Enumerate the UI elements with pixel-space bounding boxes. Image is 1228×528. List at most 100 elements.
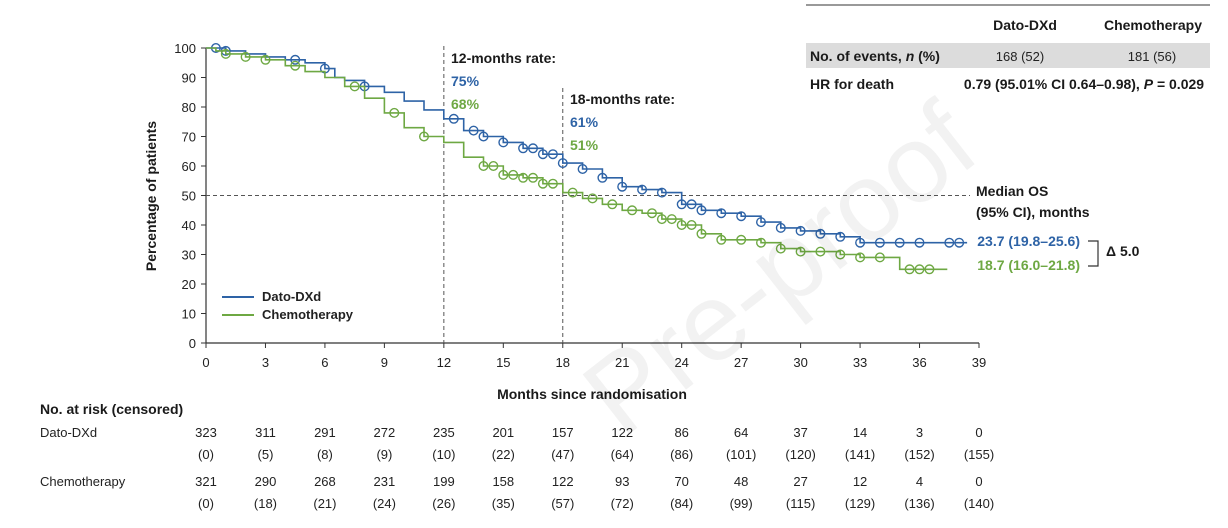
summary-header-chemo: Chemotherapy: [1104, 17, 1202, 33]
chemotherapy-censor-mark: [518, 172, 529, 183]
y-tick-label: 70: [182, 130, 196, 145]
chemotherapy-censor-mark: [537, 178, 548, 189]
chemotherapy-censor-mark: [567, 187, 578, 198]
x-tick-label: 27: [734, 355, 748, 370]
risk-censored-cell: (35): [492, 496, 515, 511]
dato-dxd-censor-mark: [835, 231, 846, 242]
chemotherapy-censor-mark: [815, 246, 826, 257]
risk-at-risk-cell: 70: [674, 474, 688, 489]
rate-18-title: 18-months rate:: [570, 91, 675, 107]
risk-at-risk-cell: 0: [975, 425, 982, 440]
risk-censored-cell: (64): [611, 447, 634, 462]
risk-censored-cell: (115): [786, 496, 815, 511]
risk-at-risk-cell: 37: [793, 425, 807, 440]
risk-at-risk-cell: 86: [674, 425, 688, 440]
risk-at-risk-cell: 235: [433, 425, 455, 440]
dato-dxd-censor-mark: [756, 217, 767, 228]
dato-dxd-censor-mark: [547, 149, 558, 160]
dato-dxd-censor-mark: [557, 158, 568, 169]
risk-censored-cell: (141): [845, 447, 875, 462]
risk-at-risk-cell: 122: [611, 425, 633, 440]
median-chemo: 18.7 (16.0–21.8): [977, 257, 1080, 273]
rate-annotations: 12-months rate: 75% 68% 18-months rate: …: [451, 50, 675, 153]
chemotherapy-censor-mark: [528, 172, 539, 183]
dato-dxd-censor-mark: [815, 228, 826, 239]
legend: Dato-DXd Chemotherapy: [222, 289, 354, 322]
risk-at-risk-cell: 4: [916, 474, 923, 489]
dato-dxd-censor-mark: [894, 237, 905, 248]
median-annotations: Median OS (95% CI), months 23.7 (19.8–25…: [976, 183, 1140, 273]
y-tick-label: 80: [182, 100, 196, 115]
risk-censored-cell: (21): [313, 496, 336, 511]
risk-at-risk-cell: 199: [433, 474, 455, 489]
x-tick-label: 3: [262, 355, 269, 370]
chemotherapy-censor-mark: [914, 264, 925, 275]
delta-label: Δ 5.0: [1106, 243, 1140, 259]
risk-censored-cell: (47): [551, 447, 574, 462]
dato-dxd-censor-mark: [944, 237, 955, 248]
chemotherapy-censor-mark: [498, 169, 509, 180]
dato-dxd-censor-mark: [874, 237, 885, 248]
risk-censored-cell: (99): [730, 496, 753, 511]
risk-at-risk-cell: 0: [975, 474, 982, 489]
dato-dxd-censor-mark: [518, 143, 529, 154]
x-tick-label: 30: [793, 355, 807, 370]
risk-at-risk-cell: 12: [853, 474, 867, 489]
risk-censored-cell: (22): [492, 447, 515, 462]
legend-chemo-label: Chemotherapy: [262, 307, 354, 322]
chemotherapy-censor-mark: [607, 199, 618, 210]
chemotherapy-censor-mark: [716, 234, 727, 245]
risk-at-risk-cell: 290: [255, 474, 277, 489]
dato-dxd-censor-mark: [290, 54, 301, 65]
chemotherapy-curve: [206, 47, 948, 271]
risk-censored-cell: (18): [254, 496, 277, 511]
x-tick-label: 24: [674, 355, 688, 370]
dato-dxd-censor-mark: [617, 181, 628, 192]
risk-at-risk-cell: 323: [195, 425, 217, 440]
risk-at-risk-cell: 201: [492, 425, 514, 440]
chemotherapy-censor-mark: [508, 169, 519, 180]
risk-censored-cell: (0): [198, 496, 214, 511]
dato-dxd-censor-mark: [736, 211, 747, 222]
risk-censored-cell: (5): [258, 447, 274, 462]
risk-cells: 323 (0) 311 (5) 291 (8) 272 (9) 235 (10) 201 (22) 15…: [195, 425, 994, 511]
rate-12-title: 12-months rate:: [451, 50, 556, 66]
chemotherapy-censor-mark: [795, 246, 806, 257]
risk-censored-cell: (24): [373, 496, 396, 511]
summary-header-dato: Dato-DXd: [993, 17, 1057, 33]
x-ticks: 0 3 6 9 12 15 18 21 24 27 30 33 36 39: [202, 343, 986, 370]
summary-events-row-bg: [806, 43, 1210, 68]
dato-dxd-censor-mark: [468, 125, 479, 136]
chemotherapy-censor-mark: [656, 214, 667, 225]
delta-bracket: [1088, 240, 1099, 267]
chemotherapy-censor-mark: [349, 81, 360, 92]
dato-dxd-censor-mark: [716, 208, 727, 219]
x-axis-label: Months since randomisation: [497, 386, 687, 402]
chemotherapy-censor-mark: [924, 264, 935, 275]
x-tick-label: 6: [321, 355, 328, 370]
chemotherapy-censor-mark: [478, 160, 489, 171]
chemotherapy-censor-mark: [874, 252, 885, 263]
x-tick-label: 18: [556, 355, 570, 370]
risk-censored-cell: (136): [904, 496, 934, 511]
chemotherapy-censor-mark: [389, 107, 400, 118]
chemotherapy-censor-mark: [904, 264, 915, 275]
risk-at-risk-cell: 14: [853, 425, 867, 440]
dato-dxd-censor-mark: [498, 137, 509, 148]
chemotherapy-censor-mark: [547, 178, 558, 189]
risk-at-risk-cell: 27: [793, 474, 807, 489]
risk-censored-cell: (9): [376, 447, 392, 462]
dato-dxd-curve: [206, 47, 968, 244]
chemotherapy-censor-mark: [756, 237, 767, 248]
risk-at-risk-cell: 268: [314, 474, 336, 489]
median-title-2: (95% CI), months: [976, 204, 1090, 220]
y-tick-label: 0: [189, 336, 196, 351]
rate-18-dato: 61%: [570, 114, 599, 130]
chemotherapy-censor-mark: [220, 48, 231, 59]
y-axis-label: Percentage of patients: [143, 121, 159, 271]
summary-events-dato: 168 (52): [996, 49, 1044, 64]
risk-at-risk-cell: 158: [492, 474, 514, 489]
risk-table-title: No. at risk (censored): [40, 401, 183, 417]
